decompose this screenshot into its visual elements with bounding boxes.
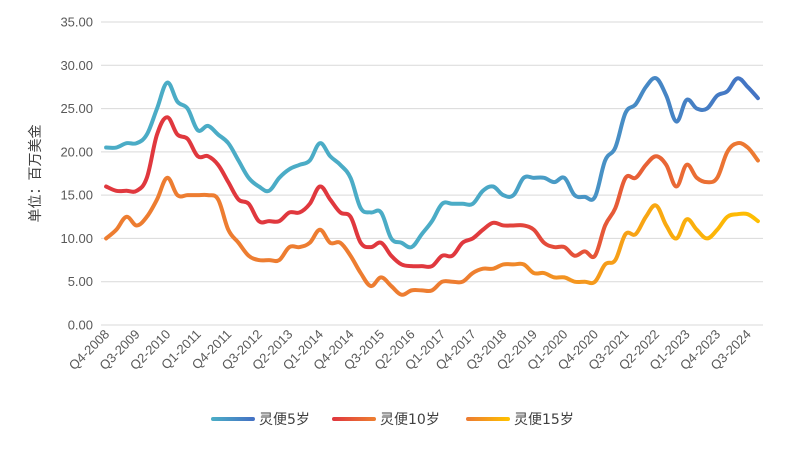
y-tick-label: 25.00 <box>60 101 93 116</box>
y-tick-label: 15.00 <box>60 188 93 203</box>
y-tick-label: 0.00 <box>68 318 93 333</box>
legend: 灵便5岁 灵便10岁 灵便15岁 <box>211 412 574 428</box>
y-tick-label: 5.00 <box>68 274 93 289</box>
series-line-1 <box>104 76 760 250</box>
y-tick-label: 35.00 <box>60 15 93 30</box>
series-line-2 <box>104 115 760 269</box>
legend-label-2: 灵便10岁 <box>380 412 440 428</box>
y-axis-label: 单位：百万美金 <box>28 125 44 223</box>
gridlines <box>101 21 763 283</box>
axes: 0.005.0010.0015.0020.0025.0030.0035.00Q4… <box>60 15 763 373</box>
legend-label-3: 灵便15岁 <box>514 412 574 428</box>
y-tick-label: 20.00 <box>60 144 93 159</box>
legend-label-1: 灵便5岁 <box>259 412 310 428</box>
y-tick-label: 30.00 <box>60 58 93 73</box>
y-tick-label: 10.00 <box>60 231 93 246</box>
series-line-3 <box>104 175 760 297</box>
series-lines <box>104 76 760 297</box>
